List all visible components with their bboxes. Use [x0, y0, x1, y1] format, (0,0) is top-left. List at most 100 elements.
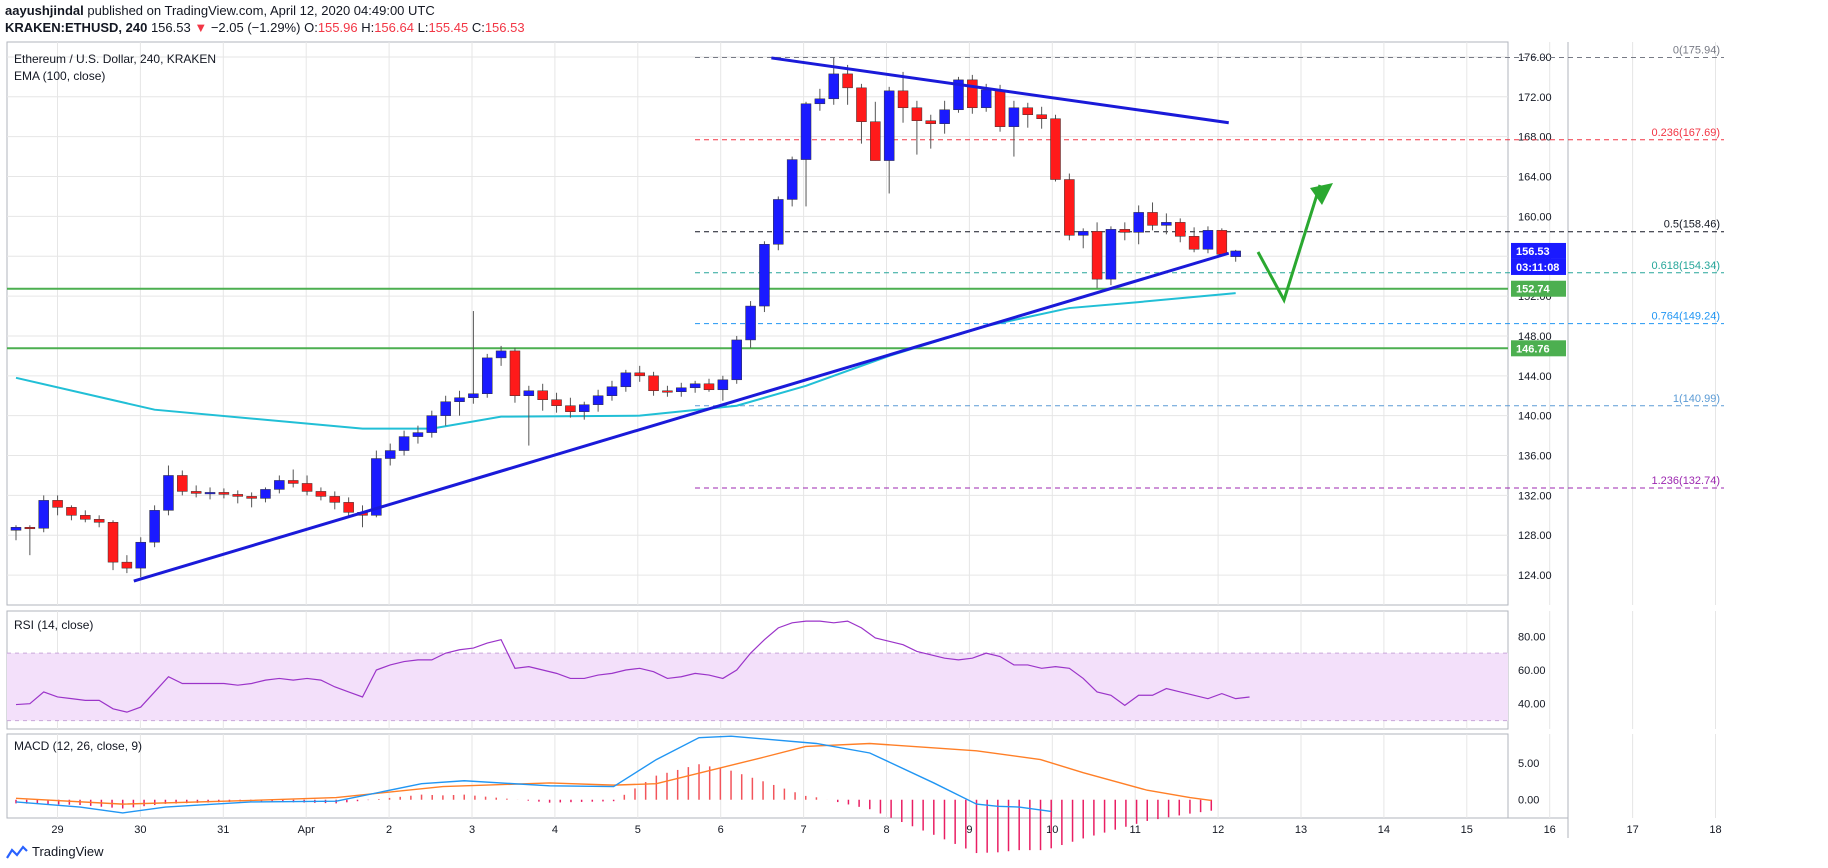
candle-body: [495, 350, 507, 359]
publish-text: published on TradingView.com, April 12, …: [87, 3, 435, 18]
rsi-line: [15, 620, 1250, 713]
candle-body: [1216, 230, 1228, 255]
candle-body: [426, 415, 438, 433]
candle-body: [1119, 229, 1131, 233]
candle-body: [468, 393, 479, 398]
change-value: −2.05 (−1.29%): [210, 20, 301, 35]
candle-body: [939, 109, 950, 124]
candle-body: [620, 372, 632, 388]
y-tick-label: 128.00: [1518, 530, 1552, 542]
fib-level-label: 0.764(149.24): [1652, 311, 1721, 323]
candle-body: [911, 107, 923, 121]
candle-body: [717, 379, 729, 391]
candle-body: [1091, 231, 1103, 280]
trendline: [771, 56, 1229, 125]
candle-body: [121, 561, 133, 569]
candle-body: [398, 436, 410, 451]
rsi-tick-label: 80.00: [1518, 631, 1546, 643]
x-tick-label: 13: [1295, 824, 1307, 836]
rsi-legend: RSI (14, close): [14, 618, 93, 632]
last-price: 156.53: [150, 20, 191, 35]
macd-pane-frame: [6, 733, 1509, 819]
author-name[interactable]: aayushjindal: [5, 3, 84, 18]
candle-body: [1008, 107, 1020, 127]
candle-body: [953, 79, 964, 111]
candle-body: [1230, 250, 1241, 257]
candle-body: [606, 386, 618, 396]
candle-body: [579, 404, 590, 412]
candle-body: [634, 372, 645, 377]
rsi-tick-label: 40.00: [1518, 699, 1546, 711]
fib-level-label: 0.618(154.34): [1652, 260, 1721, 272]
low-label: L:: [417, 20, 429, 35]
candle-body: [135, 541, 146, 569]
rsi-band: [7, 653, 1508, 721]
y-tick-label: 140.00: [1518, 411, 1552, 423]
projection-arrow: [1256, 184, 1322, 304]
support-price-tag: [1511, 340, 1566, 357]
candle-body: [676, 387, 687, 393]
x-tick-label: 31: [217, 824, 229, 836]
x-tick-label: 29: [51, 824, 63, 836]
candle-body: [856, 87, 867, 122]
candle-body: [967, 79, 978, 109]
candle-body: [1022, 107, 1034, 115]
trendline: [133, 251, 1230, 583]
tradingview-logo[interactable]: TradingView: [6, 844, 104, 859]
candle-body: [537, 390, 548, 400]
fib-level-label: 0(175.94): [1673, 45, 1720, 57]
candle-body: [745, 305, 756, 341]
candle-body: [980, 89, 992, 109]
rsi-tick-label: 60.00: [1518, 665, 1546, 677]
candle-body: [371, 458, 382, 516]
y-tick-label: 164.00: [1518, 172, 1552, 184]
open-label: O:: [304, 20, 318, 35]
candle-body: [883, 90, 895, 161]
candle-body: [828, 73, 839, 100]
candle-body: [1147, 212, 1158, 226]
candle-body: [412, 432, 424, 437]
low-value: 155.45: [428, 20, 469, 35]
candle-body: [689, 383, 701, 389]
candle-body: [315, 491, 327, 497]
candle-body: [66, 507, 77, 516]
candle-body: [440, 401, 451, 416]
x-tick-label: 8: [883, 824, 889, 836]
candle-body: [93, 519, 105, 523]
candle-body: [870, 121, 881, 161]
fib-level-label: 0.236(167.69): [1652, 127, 1721, 139]
candle-body: [24, 527, 36, 530]
x-tick-label: 30: [134, 824, 146, 836]
candle-body: [565, 405, 576, 412]
candle-body: [1202, 230, 1214, 250]
tradingview-icon: [6, 844, 28, 859]
candle-body: [52, 500, 63, 508]
candle-body: [1174, 222, 1186, 237]
y-tick-label: 144.00: [1518, 371, 1552, 383]
candle-body: [1077, 231, 1089, 236]
y-tick-label: 168.00: [1518, 132, 1552, 144]
candle-body: [301, 483, 313, 492]
candle-body: [842, 73, 853, 89]
x-tick-label: 12: [1212, 824, 1224, 836]
close-value: 156.53: [484, 20, 525, 35]
candle-body: [662, 390, 673, 393]
candle-body: [260, 489, 271, 499]
close-label: C:: [471, 20, 485, 35]
x-tick-label: 14: [1378, 824, 1390, 836]
countdown-tag: [1511, 258, 1566, 275]
candle-body: [1188, 236, 1200, 250]
support-price-label: 146.76: [1516, 343, 1550, 355]
last-price-tag: [1511, 242, 1566, 259]
candle-body: [10, 527, 22, 531]
tradingview-brand: TradingView: [32, 844, 104, 859]
macd-line: [15, 735, 1052, 814]
candle-body: [80, 515, 91, 520]
ema-legend: EMA (100, close): [14, 69, 105, 83]
ohlc-line: KRAKEN:ETHUSD, 240 156.53 ▼ −2.05 (−1.29…: [5, 20, 525, 35]
projection-arrow-head: [1310, 183, 1333, 205]
candle-body: [994, 89, 1006, 127]
candle-body: [149, 510, 160, 543]
candle-body: [384, 450, 396, 459]
